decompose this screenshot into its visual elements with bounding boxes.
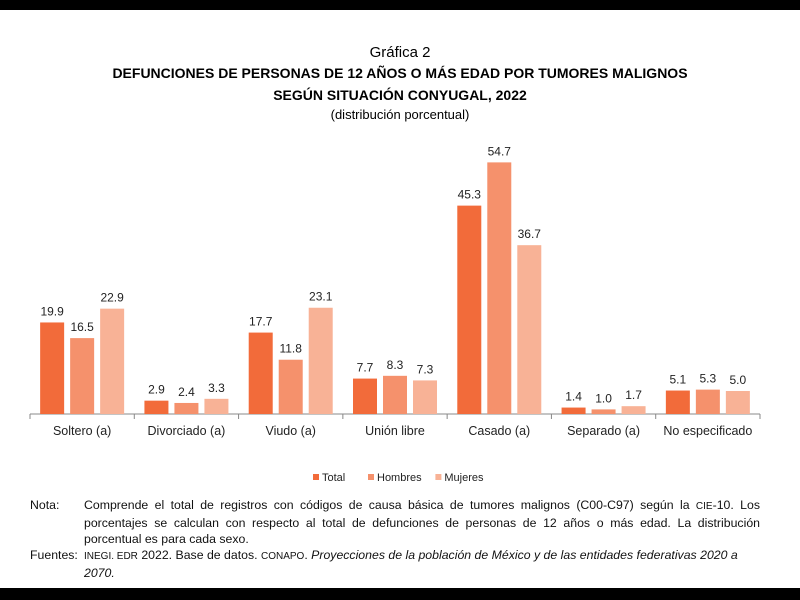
- data-label: 5.1: [670, 373, 687, 387]
- bar-hombres: [278, 359, 303, 414]
- data-label: 11.8: [279, 342, 302, 356]
- bar-total: [248, 332, 273, 414]
- x-tick-label: Casado (a): [468, 424, 530, 438]
- bar-mujeres: [413, 380, 437, 414]
- data-label: 2.9: [148, 383, 165, 397]
- data-label: 17.7: [249, 315, 273, 329]
- chart-canvas: Gráfica 2 DEFUNCIONES DE PERSONAS DE 12 …: [0, 10, 800, 588]
- sources-row: Fuentes: INEGI. EDR 2022. Base de datos.…: [30, 547, 760, 581]
- data-label: 2.4: [178, 385, 195, 399]
- legend-label: Mujeres: [444, 472, 484, 484]
- data-label: 1.4: [565, 390, 582, 404]
- legend-swatch-total: [313, 474, 319, 480]
- data-label: 1.7: [625, 388, 642, 402]
- note-cie: CIE: [695, 501, 713, 512]
- sources-inegi: INEGI. EDR: [84, 551, 138, 562]
- data-label: 45.3: [458, 188, 482, 202]
- data-label: 8.3: [387, 358, 404, 372]
- bar-total: [457, 205, 482, 414]
- legend-swatch-mujeres: [435, 474, 442, 480]
- x-tick-label: Unión libre: [365, 424, 425, 438]
- legend-label: Hombres: [377, 472, 422, 484]
- bar-total: [561, 407, 586, 414]
- note-row: Nota: Comprende el total de registros co…: [30, 497, 760, 547]
- x-tick-label: Viudo (a): [265, 424, 316, 438]
- note-text-a: Comprende el total de registros con códi…: [84, 498, 696, 512]
- sources-label: Fuentes:: [30, 548, 78, 562]
- note-text-b: -10. Los porcentajes se calculan con res…: [84, 498, 760, 546]
- data-label: 7.7: [357, 361, 374, 375]
- note-label: Nota:: [30, 498, 60, 512]
- bar-mujeres: [725, 391, 750, 414]
- data-label: 3.3: [208, 381, 225, 395]
- sources-dot: .: [304, 548, 312, 562]
- bar-hombres: [695, 389, 720, 414]
- note-text: Comprende el total de registros con códi…: [84, 497, 760, 547]
- bar-mujeres: [100, 308, 125, 414]
- notes: Nota: Comprende el total de registros co…: [30, 497, 760, 581]
- bar-mujeres: [308, 307, 333, 414]
- data-label: 1.0: [595, 391, 612, 405]
- bar-mujeres: [204, 398, 229, 414]
- bar-total: [665, 390, 690, 414]
- legend-swatch-hombres: [368, 474, 374, 480]
- bar-hombres: [174, 402, 199, 414]
- bar-total: [40, 322, 65, 414]
- bar-total: [353, 378, 377, 414]
- bar-hombres: [487, 162, 512, 414]
- data-label: 22.9: [100, 291, 124, 305]
- data-label: 5.3: [700, 372, 717, 386]
- data-label: 16.5: [70, 320, 94, 334]
- x-tick-label: No especificado: [663, 424, 752, 438]
- data-label: 23.1: [309, 290, 333, 304]
- chart-title-line2: SEGÚN SITUACIÓN CONYUGAL, 2022: [273, 87, 527, 103]
- data-label: 36.7: [518, 227, 542, 241]
- bar-mujeres: [517, 245, 542, 414]
- data-label: 5.0: [730, 373, 747, 387]
- data-label: 19.9: [40, 304, 64, 318]
- data-label: 7.3: [417, 362, 434, 376]
- chart-subtitle: (distribución porcentual): [330, 107, 470, 122]
- bar-chart: 19.9 16.5 22.9 Soltero (a) 2.9 2.4 3.3 Divorcia…: [29, 144, 761, 484]
- x-tick-label: Soltero (a): [53, 424, 111, 438]
- sources-text: INEGI. EDR 2022. Base de datos. CONAPO. …: [84, 547, 760, 581]
- bar-hombres: [383, 375, 407, 414]
- sources-italic: Proyecciones de la población de México y…: [84, 548, 738, 580]
- chart-title-line1: DEFUNCIONES DE PERSONAS DE 12 AÑOS O MÁS…: [112, 65, 688, 81]
- bar-mujeres: [621, 406, 646, 414]
- bar-hombres: [70, 338, 95, 414]
- sources-conapo: CONAPO: [260, 551, 305, 562]
- x-tick-label: Separado (a): [567, 424, 640, 438]
- sources-text-a: 2022. Base de datos.: [137, 548, 261, 562]
- bar-total: [144, 400, 169, 414]
- x-tick-label: Divorciado (a): [148, 424, 226, 438]
- bar-hombres: [591, 409, 616, 414]
- legend-label: Total: [322, 472, 345, 484]
- graph-label: Gráfica 2: [369, 44, 431, 61]
- data-label: 54.7: [488, 144, 512, 158]
